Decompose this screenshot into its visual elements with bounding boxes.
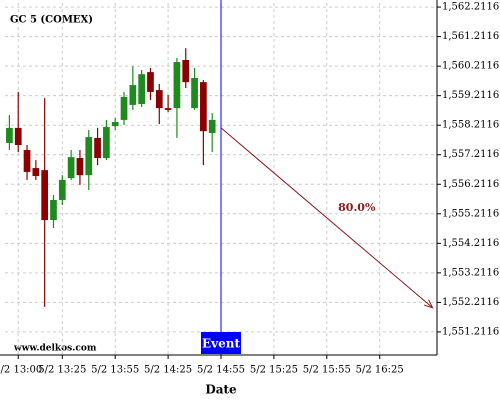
- candle-body: [94, 137, 101, 159]
- candle-body: [138, 74, 146, 104]
- candle-body: [41, 170, 49, 221]
- projection-arrow: [220, 127, 433, 309]
- x-tick-label: 5/2 15:25: [250, 365, 298, 376]
- candle-body: [103, 127, 110, 159]
- x-tick-label: 5/2 16:25: [356, 365, 404, 376]
- candle-body: [76, 158, 84, 176]
- x-tick-label: 5/2 14:55: [197, 365, 245, 376]
- candle-body: [182, 59, 190, 83]
- y-tick-label: 1,557.2116: [442, 149, 499, 160]
- candle-body: [23, 150, 31, 172]
- y-tick-label: 1,551.2116: [442, 326, 499, 337]
- candle-body: [173, 62, 181, 109]
- event-box: [201, 332, 241, 354]
- y-tick-label: 1,552.2116: [442, 297, 499, 308]
- candle-body: [191, 78, 198, 109]
- candle-body: [6, 127, 13, 143]
- y-tick-label: 1,561.2116: [442, 31, 499, 42]
- event-label: Event: [202, 337, 240, 351]
- candle-body: [129, 85, 137, 105]
- watermark: www.delkos.com: [13, 344, 97, 354]
- y-tick-label: 1,554.2116: [442, 238, 499, 249]
- candle-body: [155, 90, 163, 109]
- candle-body: [111, 122, 119, 127]
- y-tick-label: 1,555.2116: [442, 208, 499, 219]
- x-tick-label: 5/2 13:55: [91, 365, 139, 376]
- chart-title: GC 5 (COMEX): [10, 15, 93, 26]
- y-tick-label: 1,562.2116: [442, 2, 499, 13]
- candle-body: [147, 72, 154, 92]
- y-tick-label: 1,560.2116: [442, 61, 499, 72]
- projection-label: 80.0%: [338, 201, 376, 214]
- x-tick-label: 5/2 14:25: [144, 365, 192, 376]
- arrow-head: [423, 299, 434, 309]
- x-tick-label: 5/2 13:25: [38, 365, 86, 376]
- x-axis-label: Date: [205, 383, 237, 397]
- candle-body: [14, 127, 22, 146]
- candle-body: [58, 179, 66, 200]
- candle-body: [32, 168, 40, 177]
- candle-body: [67, 157, 75, 179]
- y-tick-label: 1,553.2116: [442, 267, 499, 278]
- x-tick-label: 5/2 15:55: [303, 365, 351, 376]
- candle-body: [208, 119, 216, 133]
- y-tick-label: 1,556.2116: [442, 179, 499, 190]
- x-tick-label: 5/2 13:00: [0, 365, 42, 376]
- candle-body: [120, 96, 128, 120]
- candle-body: [85, 137, 93, 176]
- y-tick-label: 1,558.2116: [442, 120, 499, 131]
- candle-body: [50, 199, 57, 221]
- candle-body: [164, 108, 172, 110]
- candle-body: [200, 82, 207, 132]
- y-tick-label: 1,559.2116: [442, 90, 499, 101]
